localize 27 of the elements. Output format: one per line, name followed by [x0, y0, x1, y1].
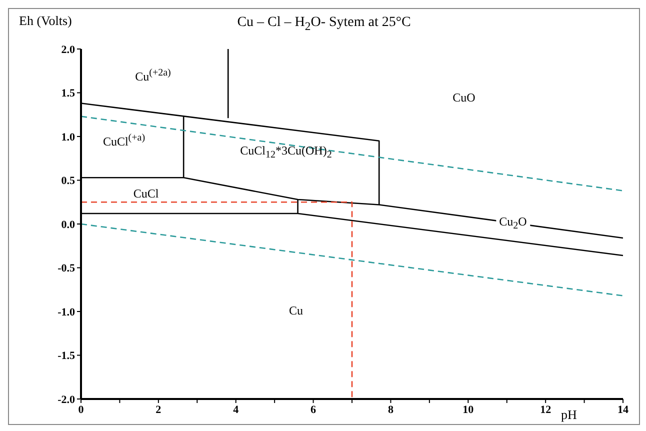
- x-tick-label: 4: [233, 404, 240, 416]
- x-tick-label: 2: [156, 404, 162, 416]
- annotation: CuCl$^{(+a)}$: [102, 132, 146, 150]
- x-tick-label: 6: [310, 404, 317, 416]
- annotation: Cu$^{(+2a)}$: [135, 68, 171, 84]
- y-tick-label: 0.0: [61, 218, 76, 231]
- y-tick-label: 1.0: [61, 131, 76, 144]
- annotation: Cu$_{2}$O: [496, 214, 530, 232]
- y-axis-title: Eh (Volts): [19, 13, 72, 29]
- annotation: CuO: [452, 90, 476, 106]
- annotation: CuCl: [133, 186, 159, 202]
- y-tick-label: -0.5: [58, 262, 76, 275]
- y-tick-label: 0.5: [61, 175, 76, 188]
- chart-title: Cu – Cl – H$_{2}$O- Sytem at 25°C: [237, 15, 411, 33]
- y-tick-label: -1.5: [58, 350, 76, 362]
- x-tick-label: 8: [388, 404, 394, 416]
- y-tick-label: -1.0: [58, 306, 76, 318]
- x-axis-title: pH: [561, 407, 577, 423]
- x-tick-label: 14: [618, 404, 629, 416]
- y-tick-label: 1.5: [61, 88, 76, 100]
- x-tick-label: 0: [78, 404, 84, 416]
- y-tick-label: -2.0: [58, 394, 76, 406]
- annotation: CuCl$_{12}$*3Cu(OH)$_{2}$: [240, 143, 332, 161]
- annotation: Cu: [288, 304, 304, 318]
- x-tick-label: 12: [540, 404, 552, 416]
- y-tick-label: 2.0: [61, 44, 76, 56]
- x-tick-label: 10: [462, 404, 474, 416]
